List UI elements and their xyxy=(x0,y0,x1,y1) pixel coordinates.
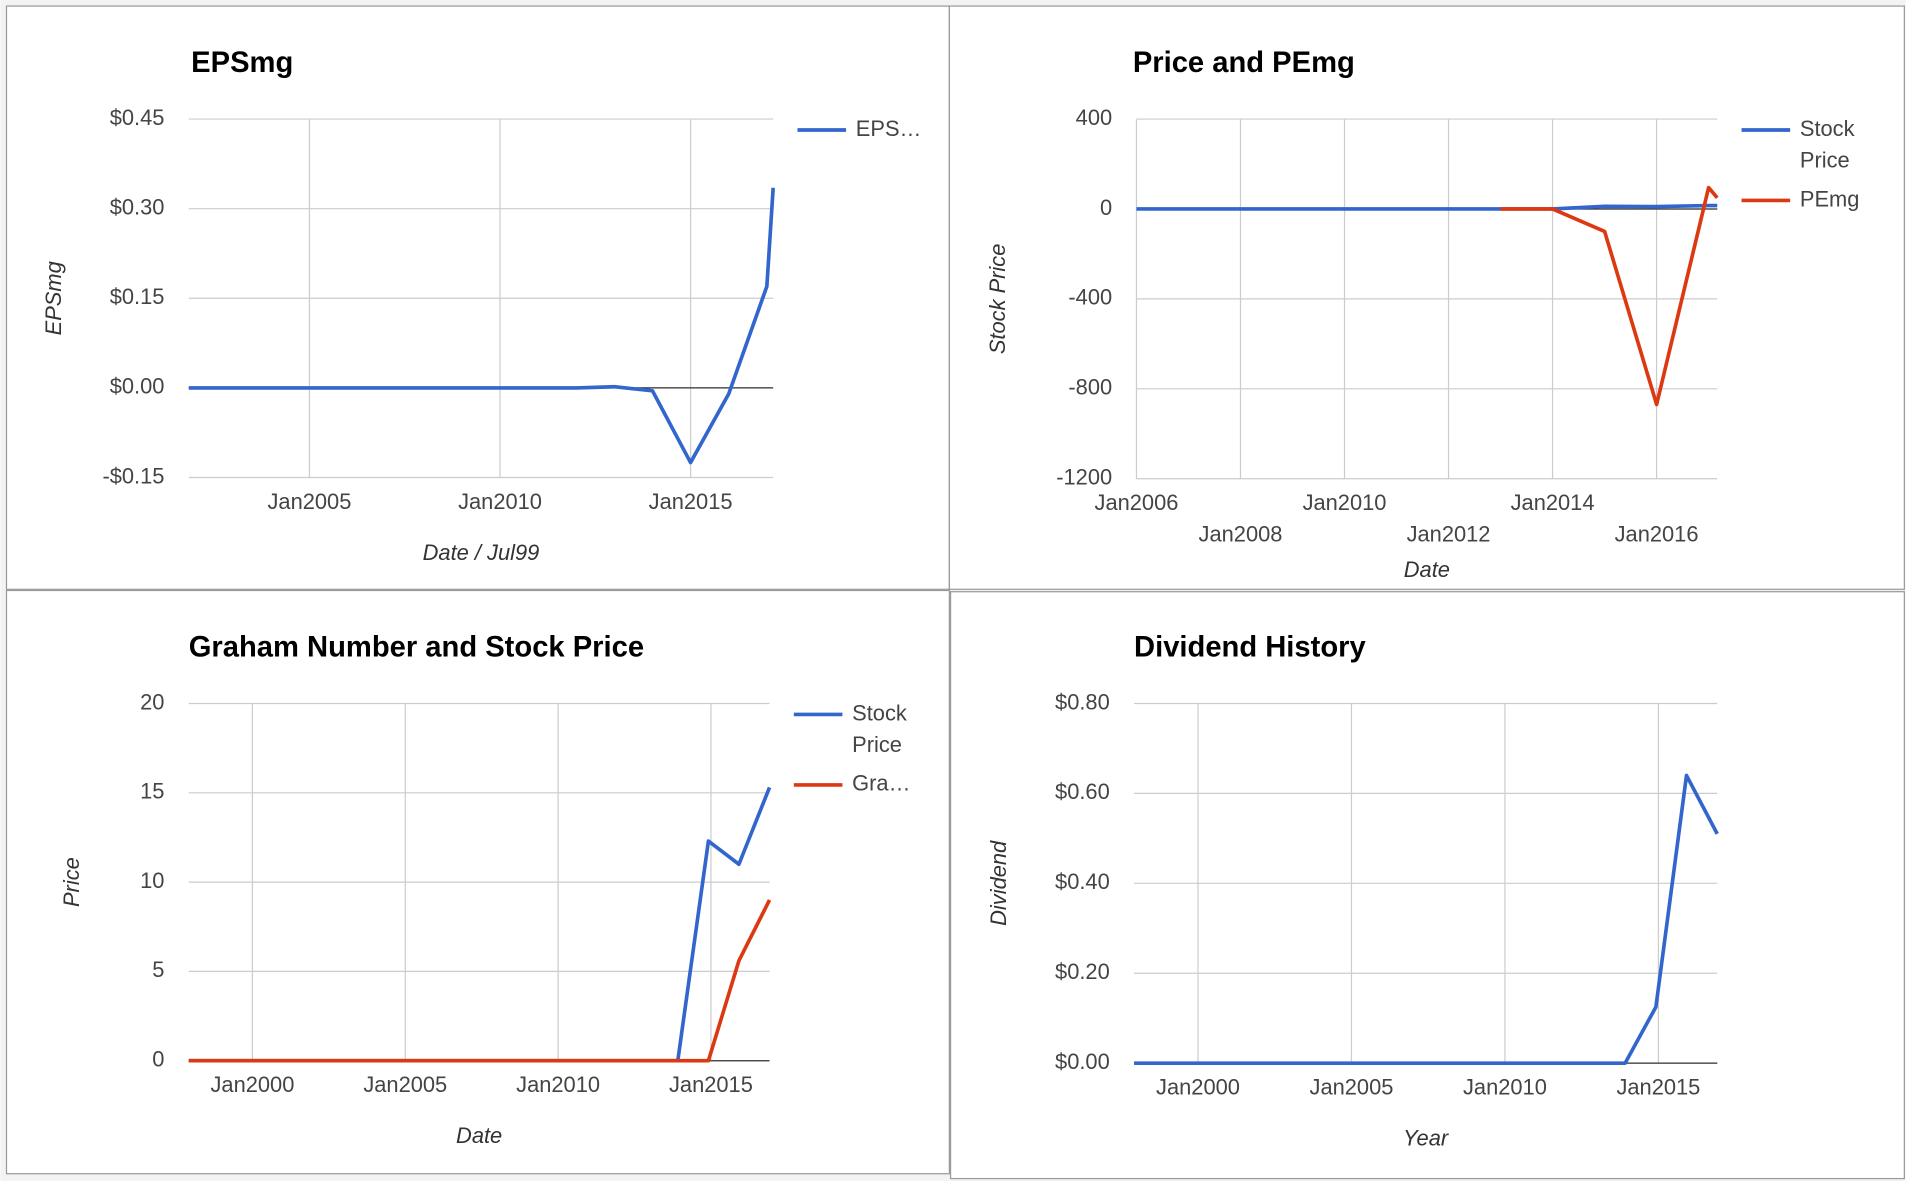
chart-title: Price and PEmg xyxy=(1133,47,1355,79)
y-tick-label: 0 xyxy=(1100,195,1112,220)
chart-title: EPSmg xyxy=(191,47,293,79)
y-tick-label: $0.30 xyxy=(110,194,165,219)
series-line xyxy=(1500,185,1719,407)
chart-title: Graham Number and Stock Price xyxy=(189,632,644,664)
series-line xyxy=(1134,773,1719,1065)
y-axis-title: Price xyxy=(59,857,84,907)
x-tick-label: Jan2000 xyxy=(1156,1074,1240,1099)
y-axis-title: EPSmg xyxy=(41,261,66,335)
y-tick-label: $0.40 xyxy=(1055,869,1110,894)
y-tick-label: -800 xyxy=(1068,375,1112,400)
y-axis-title: Dividend xyxy=(986,840,1011,926)
y-tick-label: 0 xyxy=(152,1046,164,1071)
y-tick-label: $0.60 xyxy=(1055,779,1110,804)
y-tick-label: $0.00 xyxy=(110,374,165,399)
panel xyxy=(949,591,1905,1180)
x-tick-label: Jan2016 xyxy=(1615,522,1699,547)
x-tick-label: Jan2006 xyxy=(1095,490,1179,515)
x-tick-label: Jan2010 xyxy=(1463,1074,1547,1099)
x-tick-label: Jan2005 xyxy=(1310,1074,1394,1099)
legend-label: Stock Price xyxy=(1800,116,1855,173)
y-tick-label: $0.20 xyxy=(1055,959,1110,984)
y-tick-label: 20 xyxy=(140,689,164,714)
x-tick-label: Jan2005 xyxy=(268,489,352,514)
x-axis-title: Year xyxy=(1403,1125,1450,1150)
y-tick-label: $0.45 xyxy=(110,105,165,130)
legend-label: Gra… xyxy=(852,771,910,796)
series-line xyxy=(1136,203,1718,211)
series-line xyxy=(188,899,772,1063)
y-tick-label: $0.15 xyxy=(110,284,165,309)
chart-title: Dividend History xyxy=(1134,632,1366,664)
legend-label: EPS… xyxy=(856,116,922,141)
x-axis-title: Date xyxy=(1404,557,1450,582)
series-line xyxy=(188,187,775,465)
x-tick-label: Jan2012 xyxy=(1407,522,1491,547)
x-tick-label: Jan2015 xyxy=(1616,1074,1700,1099)
x-tick-label: Jan2010 xyxy=(1303,490,1387,515)
panel xyxy=(948,5,1905,590)
x-tick-label: Jan2008 xyxy=(1199,522,1283,547)
y-tick-label: 400 xyxy=(1076,105,1112,130)
x-tick-label: Jan2010 xyxy=(516,1072,600,1097)
y-tick-label: $0.00 xyxy=(1055,1049,1110,1074)
x-tick-label: Jan2005 xyxy=(363,1072,447,1097)
y-tick-label: -1200 xyxy=(1056,464,1112,489)
legend-label: PEmg xyxy=(1800,186,1860,211)
y-axis-title: Stock Price xyxy=(985,244,1010,355)
x-tick-label: Jan2014 xyxy=(1511,490,1595,515)
y-tick-label: 10 xyxy=(140,868,164,893)
x-tick-label: Jan2015 xyxy=(649,489,733,514)
x-axis-title: Date xyxy=(456,1123,502,1148)
y-tick-label: 15 xyxy=(140,779,164,804)
legend-label: Stock Price xyxy=(852,700,907,757)
y-tick-label: -$0.15 xyxy=(102,463,164,488)
y-tick-label: -400 xyxy=(1068,285,1112,310)
y-tick-label: $0.80 xyxy=(1055,689,1110,714)
y-tick-label: 5 xyxy=(152,957,164,982)
x-tick-label: Jan2010 xyxy=(458,489,542,514)
x-tick-label: Jan2000 xyxy=(210,1072,294,1097)
x-tick-label: Jan2015 xyxy=(669,1072,753,1097)
x-axis-title: Date / Jul99 xyxy=(423,540,540,565)
